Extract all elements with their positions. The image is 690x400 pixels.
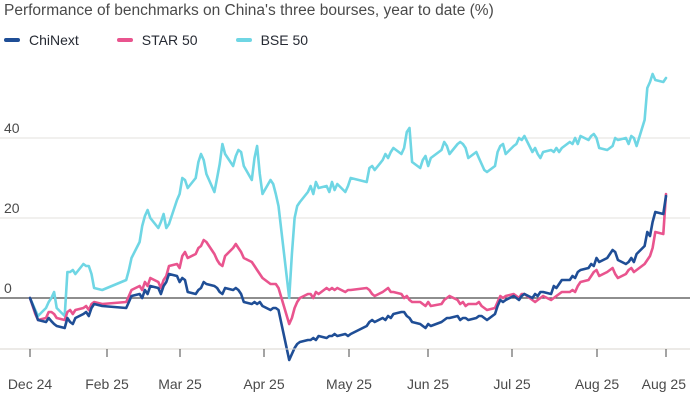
x-axis-ticks: Dec 24 Feb 25 Mar 25 Apr 25 May 25 Jun 25 Jul …: [0, 348, 690, 392]
y-axis-ticks: 0 20 40: [4, 120, 20, 296]
series-line-bse50: [28, 72, 668, 318]
x-tick-label: Aug 25: [575, 376, 620, 392]
legend-label-star50: STAR 50: [141, 32, 198, 48]
x-tick-label: Mar 25: [158, 376, 202, 392]
x-tick-label: May 25: [326, 376, 372, 392]
x-tick-label: Dec 24: [8, 376, 53, 392]
legend-item-bse50: BSE 50: [235, 32, 309, 48]
x-tick-label: Feb 25: [85, 376, 129, 392]
y-tick-label: 40: [4, 120, 20, 136]
legend-label-chinext: ChiNext: [29, 32, 79, 48]
x-tick-label: Jun 25: [407, 376, 449, 392]
x-tick-label: Jul 25: [493, 376, 531, 392]
y-tick-label: 20: [4, 200, 20, 216]
x-tick-label: Aug 25: [642, 376, 687, 392]
legend-swatch-chinext: [4, 38, 20, 42]
chart-title: Performance of benchmarks on China's thr…: [4, 2, 494, 19]
legend-label-bse50: BSE 50: [260, 32, 309, 48]
y-tick-label: 0: [4, 280, 12, 296]
series-lines: [28, 72, 668, 362]
series-line-star50: [28, 192, 668, 326]
legend-item-chinext: ChiNext: [4, 32, 79, 48]
series-line-chinext: [28, 194, 668, 362]
gridlines: [0, 137, 690, 299]
legend: ChiNext STAR 50 BSE 50: [4, 30, 346, 50]
legend-swatch-bse50: [235, 38, 252, 42]
x-tick-label: Apr 25: [243, 376, 284, 392]
legend-swatch-star50: [116, 38, 133, 42]
legend-item-star50: STAR 50: [116, 32, 198, 48]
